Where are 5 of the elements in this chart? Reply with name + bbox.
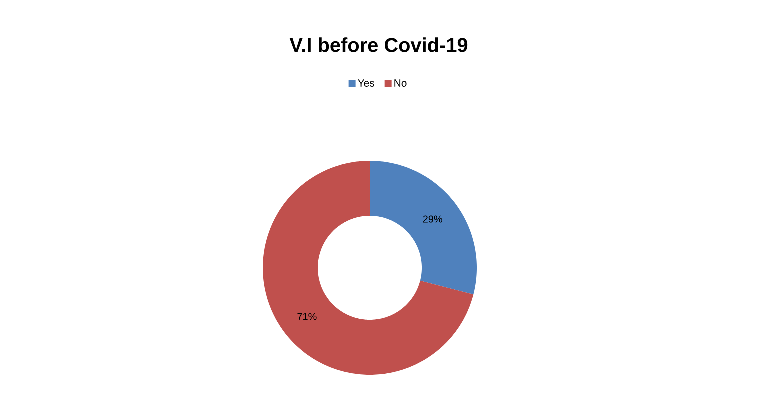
legend-label: No: [394, 80, 407, 87]
legend-label: Yes: [358, 80, 374, 87]
chart-title: V.I before Covid-19: [290, 38, 468, 52]
data-label: 29%: [423, 216, 442, 223]
data-label: 71%: [298, 313, 317, 320]
